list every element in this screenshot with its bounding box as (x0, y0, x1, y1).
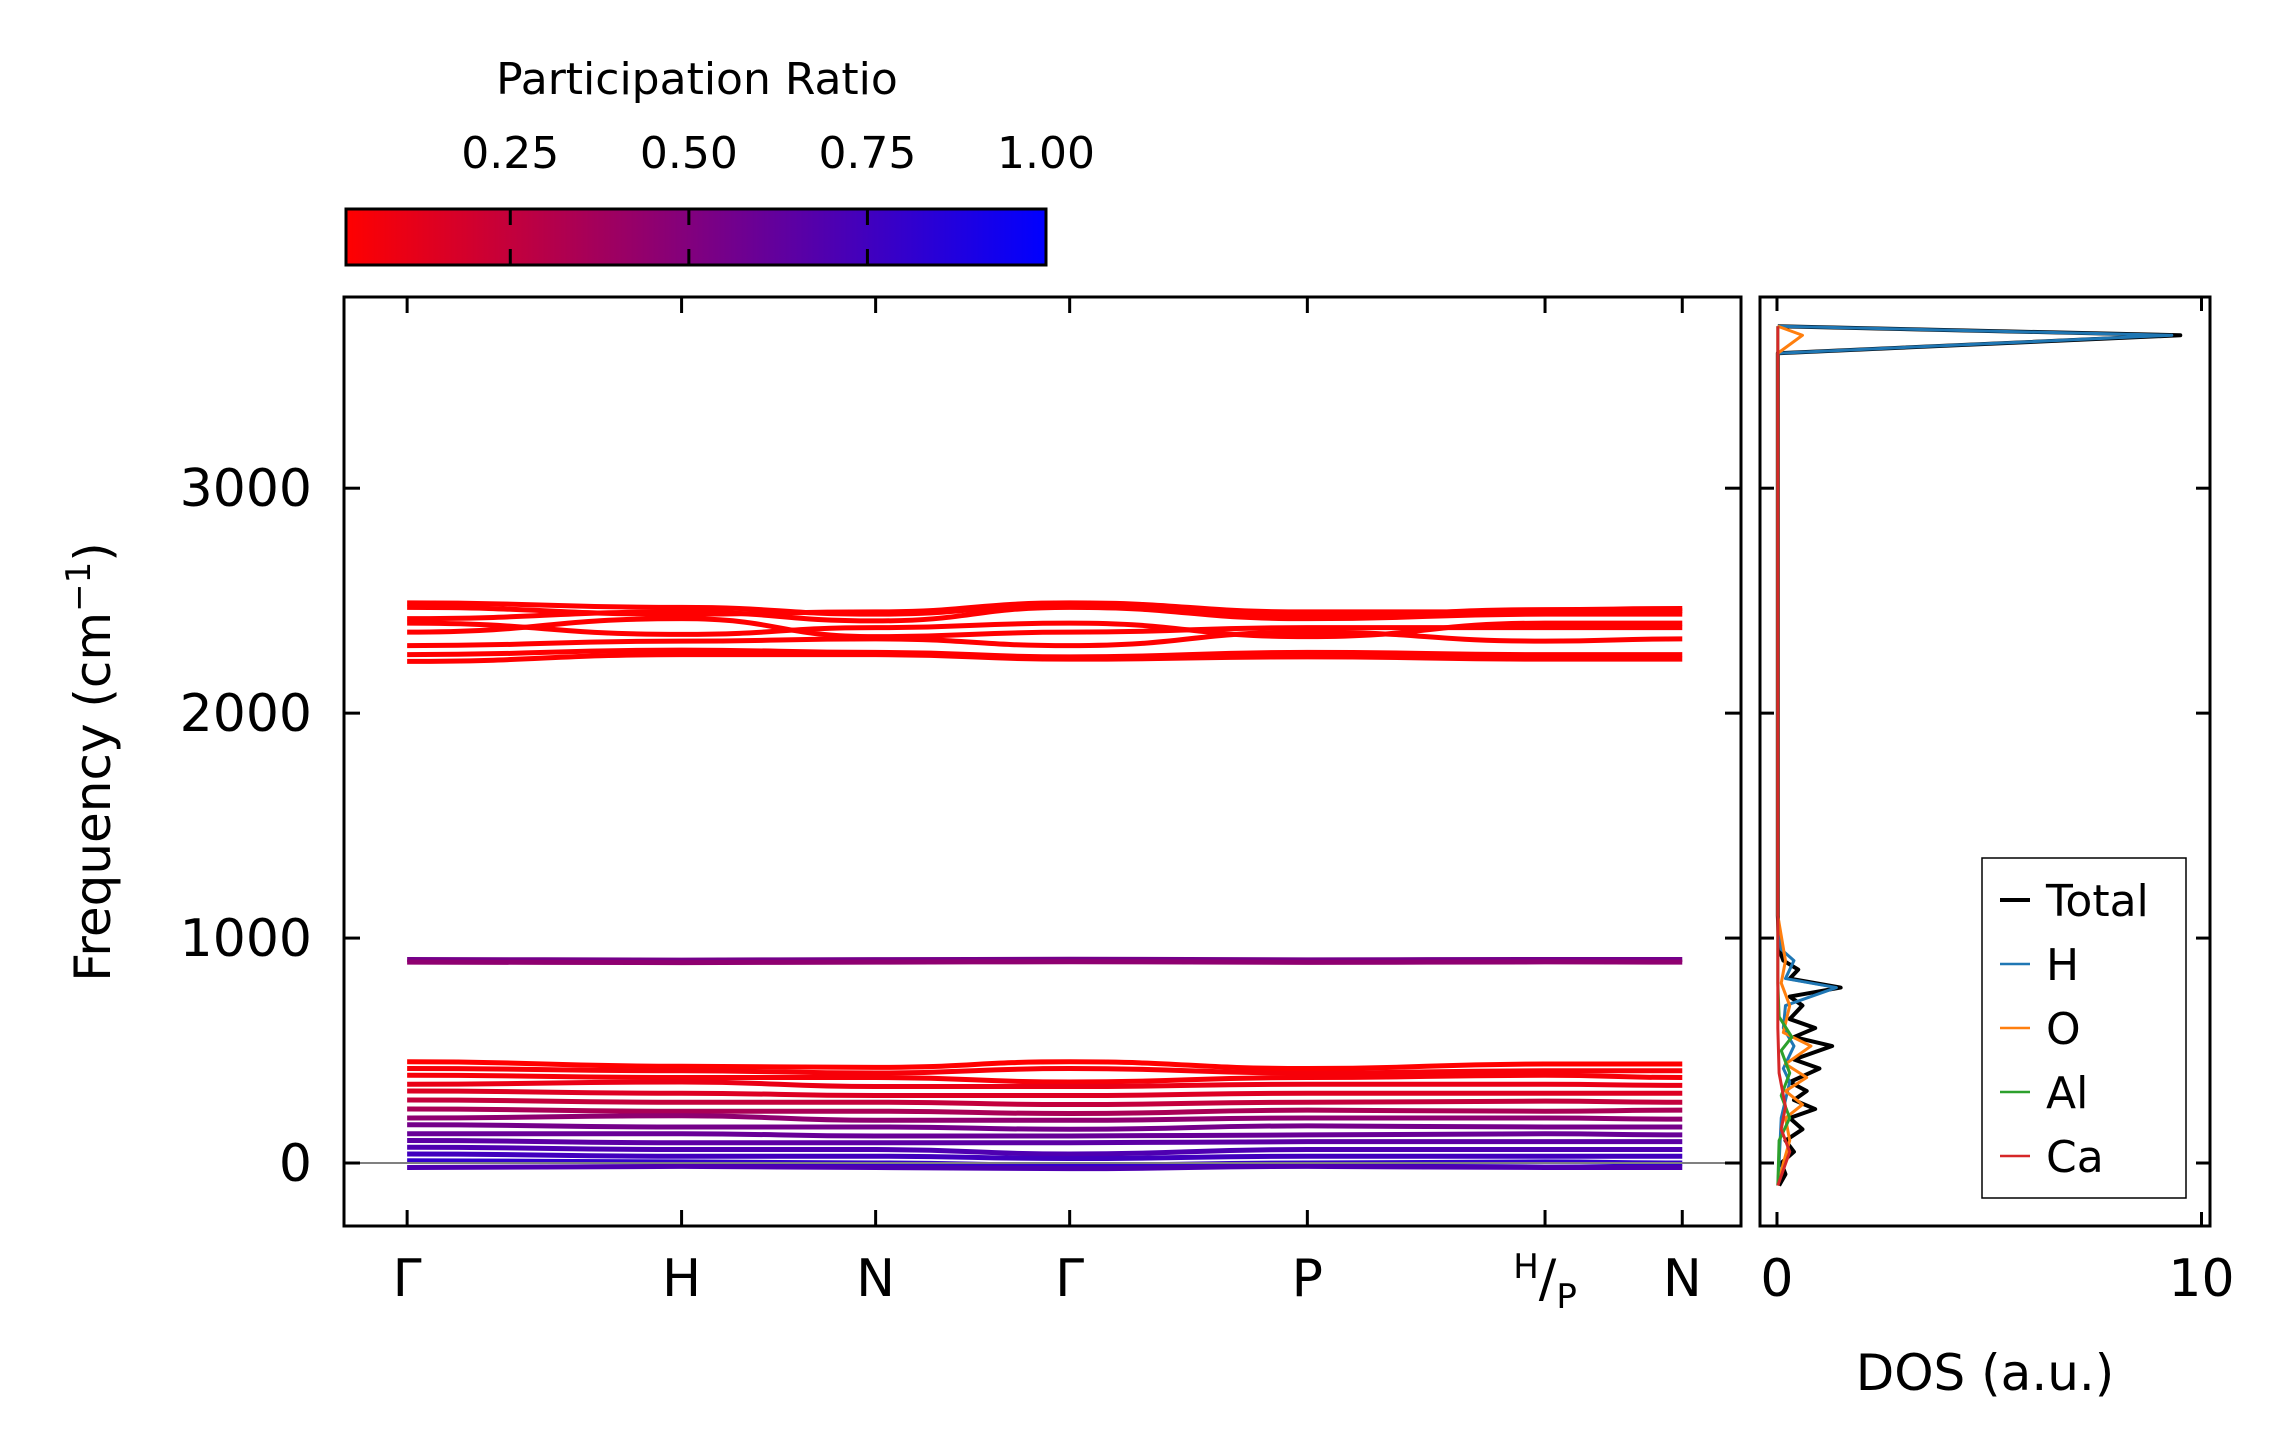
k-point-label-hp-slash: / (1539, 1249, 1557, 1309)
k-point-label-hp: H/P (1513, 1247, 1577, 1317)
frequency-axis-ticks: 0 1000 2000 3000 (180, 459, 1741, 1194)
k-point-label: Γ (393, 1249, 422, 1309)
dos-legend: Total HO Al Ca (1981, 857, 2187, 1199)
band-high-4 (407, 620, 1683, 640)
dos-axis-label: DOS (a.u.) (1856, 1344, 2115, 1402)
band-low-8 (407, 1113, 1683, 1123)
band-low-12 (407, 1144, 1683, 1157)
k-point-label: N (1663, 1249, 1702, 1309)
band-lines (344, 600, 1741, 1172)
colorbar-ticks: 0.25 0.50 0.75 1.00 (461, 128, 1095, 265)
band-low-7 (407, 1106, 1683, 1117)
legend-label-o: O (2046, 1004, 2081, 1055)
colorbar-tick-label: 0.50 (640, 128, 738, 179)
band-mid-2 (407, 959, 1683, 966)
frequency-axis-label-exponent: −1 (59, 562, 99, 612)
colorbar-tick-label: 0.75 (818, 128, 916, 179)
colorbar-tick-label: 1.00 (997, 128, 1095, 179)
band-low-13 (407, 1151, 1683, 1162)
frequency-axis-label-main: Frequency (cm (64, 612, 122, 982)
band-low-1 (407, 1059, 1683, 1072)
colorbar-title: Participation Ratio (496, 54, 898, 105)
band-high-6 (407, 629, 1683, 649)
frequency-axis-label: Frequency (cm−1) (59, 542, 122, 982)
k-point-label: N (856, 1249, 895, 1309)
dos-series-ca (1776, 326, 1792, 1187)
band-low-15 (407, 1163, 1683, 1172)
frequency-tick-label: 0 (279, 1134, 312, 1194)
dos-plot-frame (1758, 295, 2212, 1228)
band-low-6 (407, 1097, 1683, 1108)
band-low-14 (407, 1158, 1683, 1168)
colorbar-tick-label: 0.25 (461, 128, 559, 179)
frequency-axis-label-tail: ) (64, 542, 122, 562)
legend-label-h: H (2046, 940, 2079, 991)
band-low-4 (407, 1079, 1683, 1090)
legend-label-ca: Ca (2046, 1132, 2104, 1183)
frequency-tick-label: 2000 (180, 684, 312, 744)
k-point-label-hp-lower: P (1556, 1277, 1577, 1317)
band-low-3 (407, 1072, 1683, 1085)
k-point-label: Γ (1055, 1249, 1084, 1309)
legend-label-total: Total (2045, 876, 2149, 927)
k-point-label: P (1292, 1249, 1323, 1309)
band-low-5 (407, 1088, 1683, 1099)
band-plot-frame (342, 295, 1743, 1228)
band-low-10 (407, 1131, 1683, 1139)
band-high-5 (407, 616, 1683, 640)
colorbar: Participation Ratio 0.25 0.50 0.75 1.00 (344, 54, 1095, 267)
k-path-axis-ticks: Γ H N Γ P H/P N (393, 297, 1702, 1317)
frequency-tick-label: 1000 (180, 909, 312, 969)
dos-lines (1775, 324, 2183, 1187)
legend-label-al: Al (2046, 1068, 2088, 1119)
dos-panel: 0 10 DOS (a.u.) Total HO Al Ca (1758, 295, 2235, 1402)
k-point-label-hp-upper: H (1513, 1247, 1539, 1287)
dos-x-tick-label: 0 (1760, 1249, 1793, 1309)
band-high-8 (407, 652, 1683, 664)
band-high-3 (407, 604, 1683, 624)
band-low-11 (407, 1138, 1683, 1146)
colorbar-gradient (344, 207, 1048, 267)
band-low-9 (407, 1122, 1683, 1132)
band-low-2 (407, 1066, 1683, 1076)
dos-x-tick-label: 10 (2168, 1249, 2234, 1309)
frequency-tick-label: 3000 (180, 459, 312, 519)
dos-axis-ticks: 0 10 (1760, 297, 2235, 1309)
dos-legend-items: Total HO Al Ca (2000, 876, 2149, 1183)
dos-series-total (1775, 324, 2183, 1187)
k-point-label: H (662, 1249, 701, 1309)
